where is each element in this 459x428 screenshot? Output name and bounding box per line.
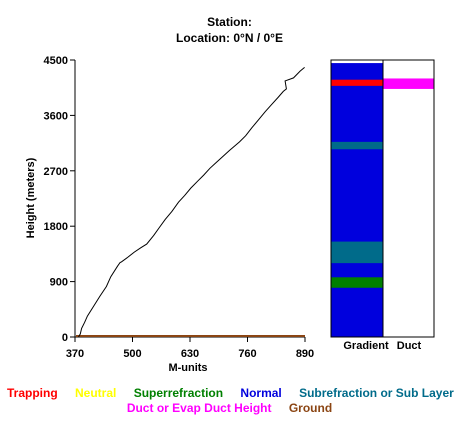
y-tick-label: 0 [62,332,68,344]
legend-superrefraction: Superrefraction [133,386,224,400]
gradient-band-subrefraction [331,141,383,150]
duct-panel-label: Duct [397,340,422,352]
gradient-band-subrefraction [331,241,383,264]
y-tick-label: 1800 [44,221,68,233]
x-tick-label: 370 [66,348,84,360]
legend-duct-height: Duct or Evap Duct Height [126,401,272,415]
duct-band [383,78,434,89]
gradient-panel-label: Gradient [343,340,389,352]
gradient-band-trapping [331,79,383,86]
chart-title-station: Station: [207,15,252,29]
y-tick-label: 2700 [44,166,68,178]
legend-row-1: Trapping Neutral Superrefraction Normal … [0,386,459,400]
gradient-panel [330,59,384,338]
main-plot-axes: 0 900 1800 2700 3600 4500 370 500 630 760 890 [44,55,315,360]
x-tick-label: 630 [181,348,199,360]
y-tick-label: 3600 [44,110,68,122]
legend-trapping: Trapping [7,386,58,400]
legend-normal: Normal [240,386,282,400]
duct-panel-frame [382,59,435,338]
legend-neutral: Neutral [75,386,117,400]
y-tick-label: 4500 [44,55,68,67]
y-tick-label: 900 [50,277,68,289]
x-tick-label: 760 [238,348,256,360]
x-tick-label: 500 [123,348,141,360]
y-axis-label: Height (meters) [25,157,37,238]
legend-ground: Ground [288,401,333,415]
x-tick-label: 890 [296,348,314,360]
gradient-band-normal [331,63,383,337]
m-profile-line [78,67,305,338]
chart-title-location: Location: 0°N / 0°E [176,31,283,45]
gradient-band-superrefraction [331,277,383,288]
legend-subrefraction: Subrefraction or Sub Layer [299,386,454,400]
legend-row-2: Duct or Evap Duct Height Ground [0,401,459,415]
duct-panel [382,59,435,338]
x-axis-label: M-units [168,362,207,374]
